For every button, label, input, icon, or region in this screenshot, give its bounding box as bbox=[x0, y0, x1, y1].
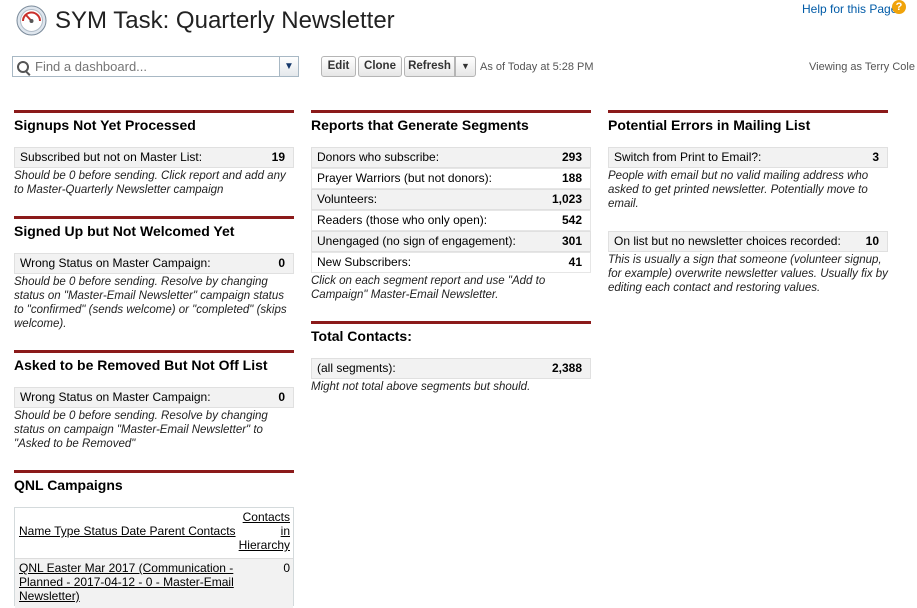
viewing-as: Viewing as Terry Cole bbox=[809, 61, 915, 73]
metric-row[interactable]: Switch from Print to Email?: 3 bbox=[608, 147, 888, 168]
component-footer: Should be 0 before sending. Resolve by c… bbox=[14, 276, 287, 330]
metric-value: 3 bbox=[872, 150, 879, 164]
component-title: Signups Not Yet Processed bbox=[14, 110, 294, 133]
component-title: Potential Errors in Mailing List bbox=[608, 110, 888, 133]
metric-value: 0 bbox=[278, 390, 285, 404]
metric-row[interactable]: Readers (those who only open): 542 bbox=[311, 210, 591, 231]
page-title: SYM Task: Quarterly Newsletter bbox=[55, 7, 395, 34]
metric-label: Volunteers: bbox=[317, 192, 378, 206]
metric-label: Wrong Status on Master Campaign: bbox=[20, 390, 211, 404]
search-icon bbox=[17, 61, 29, 73]
metric-label: Wrong Status on Master Campaign: bbox=[20, 256, 211, 270]
metric-value: 188 bbox=[561, 171, 582, 185]
help-link[interactable]: Help for this Page bbox=[802, 2, 898, 16]
refresh-options-button[interactable]: ▼ bbox=[455, 56, 476, 77]
metric-value: 301 bbox=[561, 234, 582, 248]
campaign-link[interactable]: QNL Easter Mar 2017 (Communication - Pla… bbox=[19, 561, 234, 603]
metric-row[interactable]: On list but no newsletter choices record… bbox=[608, 231, 888, 252]
chevron-down-icon[interactable]: ▼ bbox=[279, 57, 298, 76]
metric-row[interactable]: Wrong Status on Master Campaign: 0 bbox=[14, 253, 294, 274]
metric-value: 10 bbox=[865, 234, 879, 248]
metric-label: Subscribed but not on Master List: bbox=[20, 150, 203, 164]
component-footer: This is usually a sign that someone (vol… bbox=[608, 254, 888, 294]
component-title: QNL Campaigns bbox=[14, 470, 294, 493]
metric-row[interactable]: Unengaged (no sign of engagement): 301 bbox=[311, 231, 591, 252]
metric-label: New Subscribers: bbox=[317, 255, 412, 269]
dashboard-finder[interactable]: ▼ bbox=[12, 56, 299, 77]
contacts-count: 0 bbox=[283, 561, 290, 575]
clone-button[interactable]: Clone bbox=[358, 56, 402, 77]
refresh-button[interactable]: Refresh bbox=[404, 56, 455, 77]
metric-label: Donors who subscribe: bbox=[317, 150, 440, 164]
metric-row[interactable]: Prayer Warriors (but not donors): 188 bbox=[311, 168, 591, 189]
metric-value: 2,388 bbox=[551, 361, 582, 375]
table-header-contacts[interactable]: Contacts in Hierarchy bbox=[238, 510, 290, 552]
table-header-name[interactable]: Name Type Status Date Parent Contacts bbox=[19, 524, 236, 538]
metric-row[interactable]: Wrong Status on Master Campaign: 0 bbox=[14, 387, 294, 408]
component-footer: Should be 0 before sending. Click report… bbox=[14, 170, 286, 196]
metric-row[interactable]: New Subscribers: 41 bbox=[311, 252, 591, 273]
component-title: Total Contacts: bbox=[311, 321, 591, 344]
metric-value: 542 bbox=[561, 213, 582, 227]
metric-label: On list but no newsletter choices record… bbox=[614, 234, 841, 248]
dashboard-gauge-icon bbox=[16, 5, 47, 36]
metric-value: 41 bbox=[568, 255, 582, 269]
metric-value: 1,023 bbox=[551, 192, 582, 206]
metric-row[interactable]: Volunteers: 1,023 bbox=[311, 189, 591, 210]
refresh-timestamp: As of Today at 5:28 PM bbox=[480, 61, 594, 73]
metric-row[interactable]: Donors who subscribe: 293 bbox=[311, 147, 591, 168]
metric-label: Readers (those who only open): bbox=[317, 213, 488, 227]
metric-label: Prayer Warriors (but not donors): bbox=[317, 171, 492, 185]
metric-label: Switch from Print to Email?: bbox=[614, 150, 762, 164]
component-footer: Click on each segment report and use "Ad… bbox=[311, 275, 546, 301]
dashboard-search-input[interactable] bbox=[35, 58, 290, 75]
edit-button[interactable]: Edit bbox=[321, 56, 356, 77]
metric-label: (all segments): bbox=[317, 361, 396, 375]
chevron-down-icon: ▼ bbox=[461, 61, 470, 71]
metric-row[interactable]: (all segments): 2,388 bbox=[311, 358, 591, 379]
component-footer: People with email but no valid mailing a… bbox=[608, 170, 869, 210]
campaigns-table: Name Type Status Date Parent Contacts Co… bbox=[14, 507, 294, 608]
component-footer: Should be 0 before sending. Resolve by c… bbox=[14, 410, 268, 450]
metric-value: 293 bbox=[561, 150, 582, 164]
metric-value: 0 bbox=[278, 256, 285, 270]
component-title: Signed Up but Not Welcomed Yet bbox=[14, 216, 294, 239]
table-row: QNL Easter Mar 2017 (Communication - Pla… bbox=[15, 558, 293, 608]
component-title: Reports that Generate Segments bbox=[311, 110, 591, 133]
metric-row[interactable]: Subscribed but not on Master List: 19 bbox=[14, 147, 294, 168]
component-footer: Might not total above segments but shoul… bbox=[311, 381, 531, 393]
component-title: Asked to be Removed But Not Off List bbox=[14, 350, 294, 373]
metric-value: 19 bbox=[271, 150, 285, 164]
metric-label: Unengaged (no sign of engagement): bbox=[317, 234, 516, 248]
help-icon[interactable]: ? bbox=[892, 0, 906, 14]
